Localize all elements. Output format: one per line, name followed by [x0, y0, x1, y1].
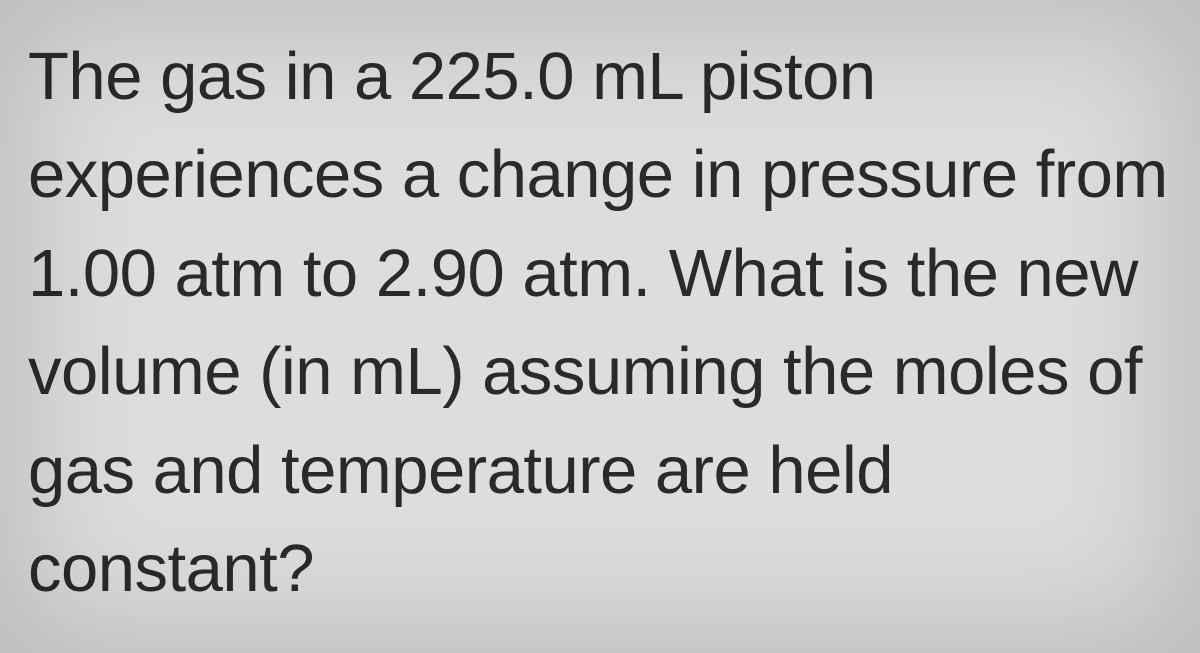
problem-container: The gas in a 225.0 mL piston experiences…	[0, 0, 1200, 647]
problem-text: The gas in a 225.0 mL piston experiences…	[28, 28, 1172, 619]
